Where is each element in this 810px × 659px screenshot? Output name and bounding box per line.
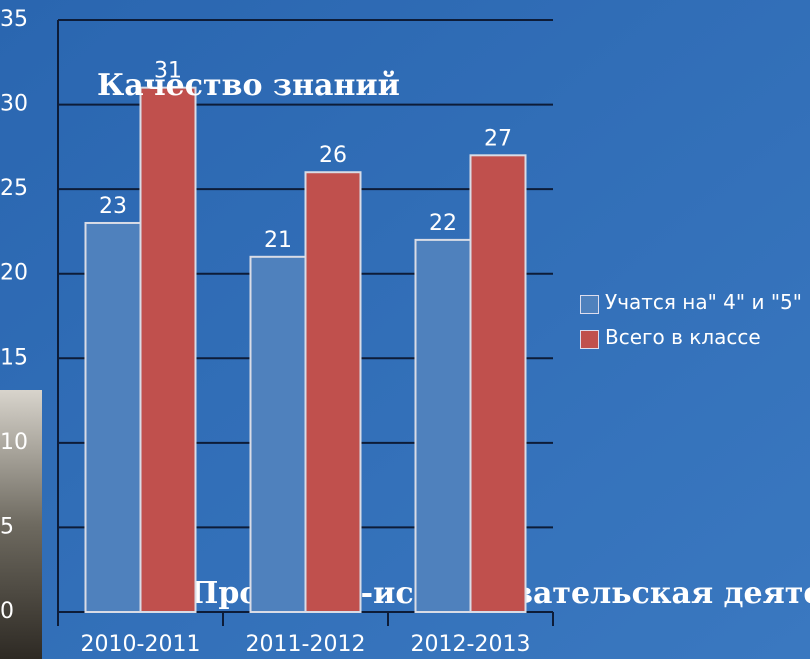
y-tick-label: 35 bbox=[0, 7, 28, 32]
data-label: 26 bbox=[319, 143, 347, 168]
y-tick-label: 25 bbox=[0, 176, 28, 201]
bar bbox=[471, 155, 526, 612]
legend: Учатся на" 4" и "5" Всего в классе bbox=[580, 288, 810, 358]
legend-label: Учатся на" 4" и "5" bbox=[605, 288, 802, 317]
page: 05101520253035Проектно-исследовательская… bbox=[0, 0, 810, 659]
annotation: Качество знаний bbox=[97, 68, 400, 103]
data-label: 22 bbox=[429, 211, 457, 236]
y-tick-label: 5 bbox=[0, 514, 14, 539]
y-tick-label: 0 bbox=[0, 599, 14, 624]
data-label: 21 bbox=[264, 228, 292, 253]
x-tick-label: 2010-2011 bbox=[81, 632, 201, 657]
legend-swatch bbox=[580, 330, 599, 349]
bar bbox=[86, 223, 141, 612]
y-tick-label: 15 bbox=[0, 345, 28, 370]
data-label: 23 bbox=[99, 194, 127, 219]
x-tick-label: 2012-2013 bbox=[411, 632, 531, 657]
bar bbox=[306, 172, 361, 612]
legend-entry: Учатся на" 4" и "5" bbox=[580, 288, 810, 317]
x-tick-label: 2011-2012 bbox=[246, 632, 366, 657]
legend-entry: Всего в классе bbox=[580, 323, 810, 352]
y-tick-label: 30 bbox=[0, 92, 28, 117]
bar bbox=[251, 257, 306, 612]
y-tick-label: 10 bbox=[0, 430, 28, 455]
y-tick-label: 20 bbox=[0, 261, 28, 286]
legend-swatch bbox=[580, 295, 599, 314]
bar bbox=[141, 88, 196, 612]
legend-label: Всего в классе bbox=[605, 323, 761, 352]
data-label: 27 bbox=[484, 126, 512, 151]
bar bbox=[416, 240, 471, 612]
